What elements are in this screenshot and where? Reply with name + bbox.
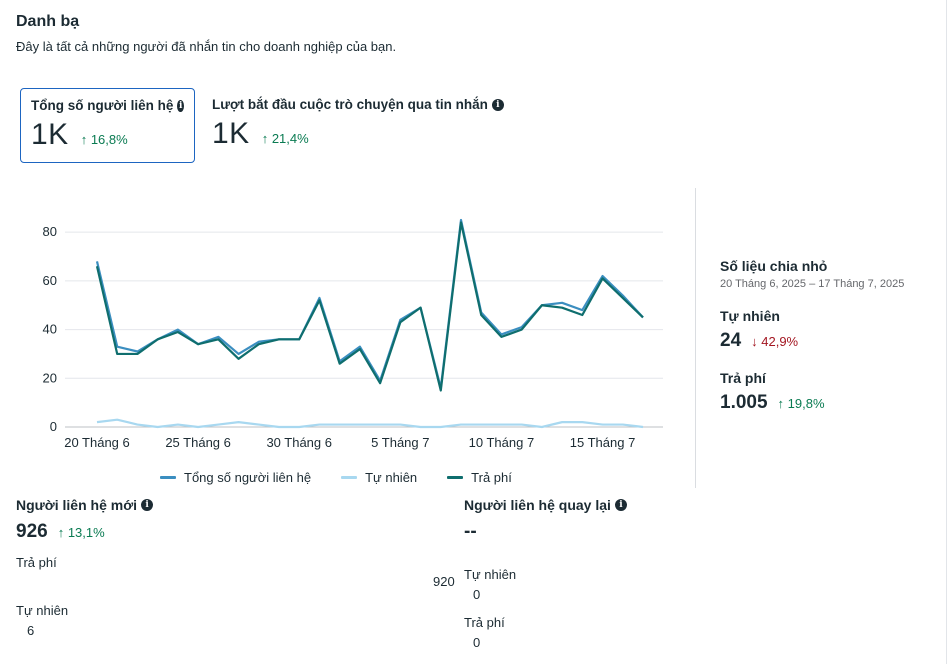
breakdown-item-paid: Trả phí 1.005 ↑ 19,8% [720, 370, 940, 414]
metric-label-text: Tổng số người liên hệ [31, 98, 174, 113]
breakdown-value: 24 [720, 330, 742, 351]
legend-label: Tự nhiên [365, 470, 418, 485]
returning-contacts-paid-label: Trả phí [464, 615, 505, 630]
legend-label: Trả phí [471, 470, 512, 485]
new-contacts-title: Người liên hệ mới i [16, 497, 154, 513]
metric-change: ↑ 16,8% [80, 132, 128, 147]
chart-svg: 0 20 40 60 80 20 Tháng 6 25 Tháng 6 30 Tháng 6 5… [43, 218, 663, 450]
returning-contacts-title-text: Người liên hệ quay lại [464, 497, 611, 513]
series-line-0 [95, 218, 644, 390]
breakdown-panel: Số liệu chia nhỏ 20 Tháng 6, 2025 – 17 T… [720, 258, 940, 414]
new-contacts-value: 926 [16, 521, 48, 542]
x-tick-label: 15 Tháng 7 [570, 435, 636, 450]
x-tick-label: 20 Tháng 6 [64, 435, 130, 450]
metric-card-total-contacts[interactable]: Tổng số người liên hệ i 1K ↑ 16,8% [20, 88, 195, 163]
metric-card-conversations-started[interactable]: Lượt bắt đầu cuộc trò chuyện qua tin nhắ… [202, 88, 532, 163]
breakdown-label: Tự nhiên [720, 308, 780, 324]
returning-contacts-paid-value: 0 [473, 635, 481, 650]
new-contacts-card: Người liên hệ mới i 926 ↑ 13,1% [16, 497, 154, 543]
info-icon[interactable]: i [614, 499, 627, 511]
x-tick-label: 30 Tháng 6 [266, 435, 332, 450]
y-tick-label: 20 [43, 370, 57, 385]
metric-value: 1K [31, 118, 69, 151]
series-line-1 [96, 418, 644, 429]
breakdown-change: ↓ 42,9% [751, 334, 799, 349]
metric-label-text: Lượt bắt đầu cuộc trò chuyện qua tin nhắ… [212, 97, 488, 112]
legend-item-paid[interactable]: Trả phí [447, 470, 512, 485]
metric-label: Tổng số người liên hệ i [31, 98, 184, 113]
metric-change: ↑ 21,4% [261, 131, 309, 146]
y-tick-label: 80 [43, 224, 57, 239]
y-tick-label: 60 [43, 273, 57, 288]
legend-item-organic[interactable]: Tự nhiên [341, 470, 417, 485]
legend-item-total[interactable]: Tổng số người liên hệ [160, 470, 311, 485]
series-line-2 [95, 221, 644, 392]
breakdown-label: Trả phí [720, 370, 766, 386]
returning-contacts-title: Người liên hệ quay lại i [464, 497, 627, 513]
x-tick-label: 10 Tháng 7 [469, 435, 535, 450]
breakdown-date-range: 20 Tháng 6, 2025 – 17 Tháng 7, 2025 [720, 278, 905, 290]
returning-contacts-organic-label: Tự nhiên [464, 567, 517, 582]
info-icon[interactable]: i [141, 499, 154, 511]
info-icon[interactable]: i [491, 98, 504, 111]
returning-contacts-card: Người liên hệ quay lại i -- [464, 497, 627, 543]
breakdown-change: ↑ 19,8% [777, 396, 825, 411]
line-chart: 0 20 40 60 80 20 Tháng 6 25 Tháng 6 30 Tháng 6 5… [20, 215, 680, 495]
breakdown-value: 1.005 [720, 392, 768, 413]
new-contacts-title-text: Người liên hệ mới [16, 497, 138, 513]
legend-swatch [447, 476, 464, 479]
info-icon[interactable]: i [177, 99, 184, 112]
y-tick-label: 40 [43, 322, 57, 337]
vertical-divider [695, 188, 696, 488]
chart-legend: Tổng số người liên hệ Tự nhiên Trả phí [160, 470, 512, 485]
metric-value: 1K [212, 117, 250, 150]
returning-contacts-organic-value: 0 [473, 587, 481, 602]
breakdown-title: Số liệu chia nhỏ [720, 258, 828, 274]
y-tick-label: 0 [50, 419, 57, 434]
legend-label: Tổng số người liên hệ [184, 470, 312, 485]
new-contacts-organic-label: Tự nhiên [16, 603, 69, 618]
metric-label: Lượt bắt đầu cuộc trò chuyện qua tin nhắ… [212, 97, 522, 112]
new-contacts-organic-value: 6 [27, 623, 35, 638]
new-contacts-paid-label: Trả phí [16, 555, 57, 570]
returning-contacts-value: -- [464, 521, 477, 542]
new-contacts-change: ↑ 13,1% [57, 525, 105, 540]
page-subtitle: Đây là tất cả những người đã nhắn tin ch… [16, 39, 397, 54]
x-tick-label: 5 Tháng 7 [371, 435, 429, 450]
breakdown-item-organic: Tự nhiên 24 ↓ 42,9% [720, 308, 940, 352]
page-title: Danh bạ [16, 13, 80, 30]
legend-swatch [160, 476, 176, 479]
new-contacts-paid-value: 920 [433, 574, 455, 589]
x-tick-label: 25 Tháng 6 [165, 435, 231, 450]
legend-swatch [341, 476, 358, 479]
